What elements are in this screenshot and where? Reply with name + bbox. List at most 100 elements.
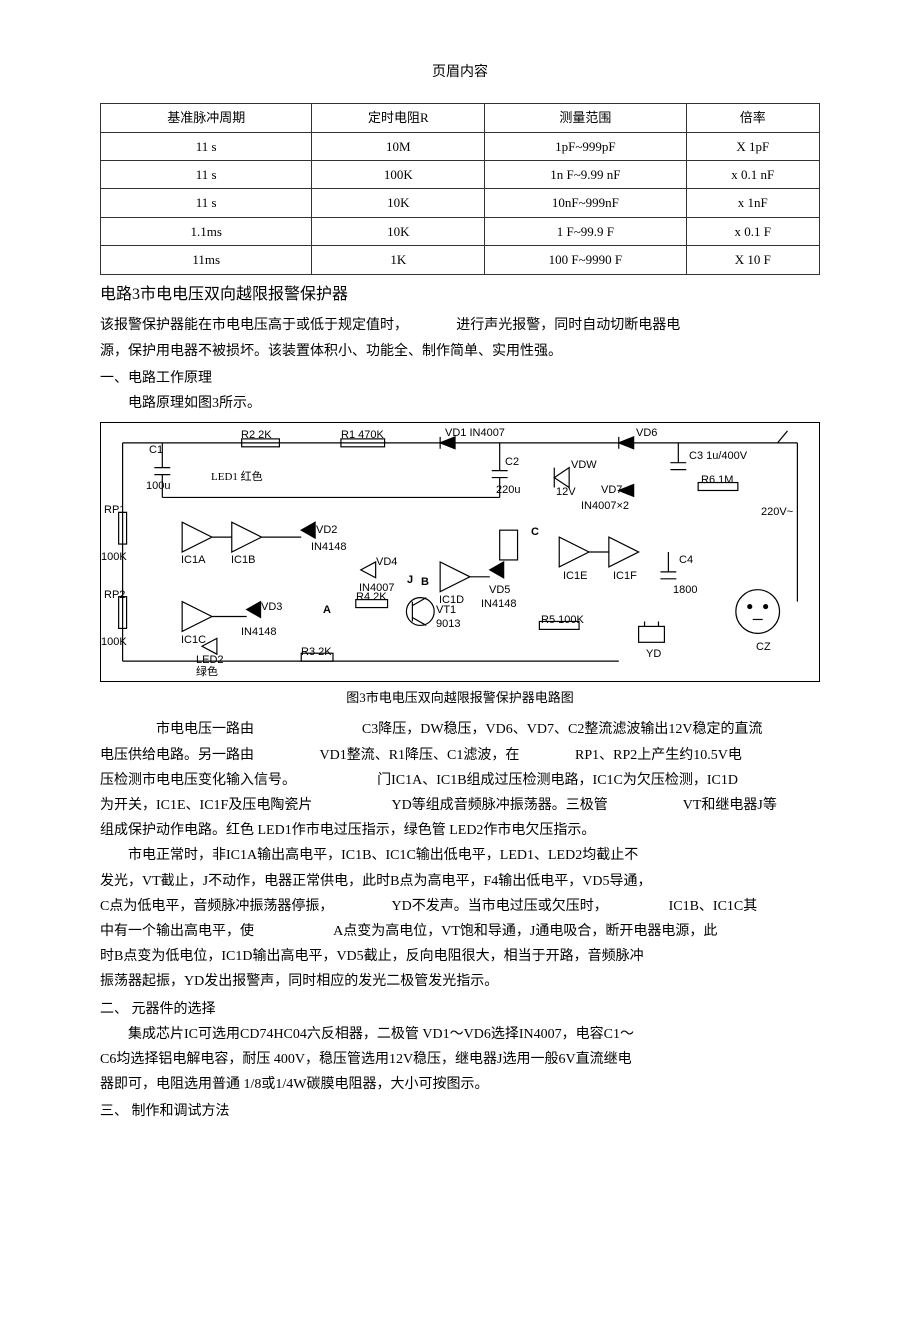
body-p3: 压检测市电电压变化输入信号。 门IC1A、IC1B组成过压检测电路，IC1C为欠… <box>100 768 820 793</box>
lbl-vd4: VD4 <box>376 553 397 573</box>
lbl-J: J <box>407 571 413 591</box>
lbl-c4v: 1800 <box>673 581 697 601</box>
lbl-vd6: VD6 <box>636 424 657 444</box>
table-cell: x 0.1 F <box>686 217 819 245</box>
p4a: 为开关，IC1E、IC1F及压电陶瓷片 <box>100 793 388 818</box>
lbl-in4148a: IN4148 <box>311 538 346 558</box>
lbl-220v: 220V~ <box>761 503 793 523</box>
lbl-ic1b: IC1B <box>231 551 255 571</box>
table-cell: 10K <box>312 217 485 245</box>
table-row: 11ms1K100 F~9990 FX 10 F <box>101 246 820 274</box>
p2b: VD1整流、R1降压、C1滤波，在 <box>320 743 572 768</box>
section1-heading: 一、电路工作原理 <box>100 366 820 391</box>
table-cell: 11ms <box>101 246 312 274</box>
lbl-ic1a: IC1A <box>181 551 205 571</box>
intro-l1a: 该报警保护器能在市电电压高于或低于规定值时， <box>100 313 453 338</box>
lbl-ic1f: IC1F <box>613 567 637 587</box>
body-p1: 市电电压一路由 C3降压，DW稳压，VD6、VD7、C2整流滤波输出12V稳定的… <box>100 717 820 742</box>
section2-heading: 二、 元器件的选择 <box>100 997 820 1022</box>
table-cell: 100 F~9990 F <box>485 246 686 274</box>
table-cell: 10nF~999nF <box>485 189 686 217</box>
section3-heading: 三、 制作和调试方法 <box>100 1099 820 1124</box>
lbl-c1: C1 <box>149 441 163 461</box>
section2-p2: C6均选择铝电解电容，耐压 400V，稳压管选用12V稳压，继电器J选用一般6V… <box>100 1047 820 1072</box>
p8c: IC1B、IC1C其 <box>669 899 758 914</box>
body-p8: C点为低电平，音频脉冲振荡器停振， YD不发声。当市电过压或欠压时， IC1B、… <box>100 894 820 919</box>
lbl-cz: CZ <box>756 638 771 658</box>
lbl-rp2: RP2 <box>104 586 125 606</box>
lbl-in4148b: IN4148 <box>481 595 516 615</box>
lbl-C: C <box>531 523 539 543</box>
body-p10: 时B点变为低电位，IC1D输出高电平，VD5截止，反向电阻很大，相当于开路，音频… <box>100 944 820 969</box>
lbl-c4: C4 <box>679 551 693 571</box>
table-cell: 10M <box>312 132 485 160</box>
table-row: 11 s10K10nF~999nFx 1nF <box>101 189 820 217</box>
table-cell: 11 s <box>101 132 312 160</box>
lbl-led1: LED1 红色 <box>211 468 263 488</box>
table-row: 11 s10M1pF~999pFX 1pF <box>101 132 820 160</box>
lbl-yd: YD <box>646 645 661 665</box>
p4c: VT和继电器J等 <box>683 798 777 813</box>
body-p2: 电压供给电路。另一路由 VD1整流、R1降压、C1滤波，在 RP1、RP2上产生… <box>100 743 820 768</box>
body-p5: 组成保护动作电路。红色 LED1作市电过压指示，绿色管 LED2作市电欠压指示。 <box>100 818 820 843</box>
p1b: C3降压，DW稳压，VD6、VD7、C2整流滤波输出12V稳定的直流 <box>362 722 763 737</box>
p8a: C点为低电平，音频脉冲振荡器停振， <box>100 894 388 919</box>
p8b: YD不发声。当市电过压或欠压时， <box>392 894 666 919</box>
diagram-caption: 图3市电电压双向越限报警保护器电路图 <box>100 686 820 709</box>
body-p11: 振荡器起振，YD发出报警声，同时相应的发光二极管发光指示。 <box>100 969 820 994</box>
p2c: RP1、RP2上产生约10.5V电 <box>575 748 742 763</box>
reference-table: 基准脉冲周期 定时电阻R 测量范围 倍率 11 s10M1pF~999pFX 1… <box>100 103 820 274</box>
intro-l1b: 进行声光报警，同时自动切断电器电 <box>456 318 680 333</box>
table-row: 1.1ms10K1 F~99.9 Fx 0.1 F <box>101 217 820 245</box>
page-header: 页眉内容 <box>100 60 820 85</box>
section2-p3: 器即可，电阻选用普通 1/8或1/4W碳膜电阻器，大小可按图示。 <box>100 1072 820 1097</box>
table-cell: 11 s <box>101 189 312 217</box>
lbl-B: B <box>421 573 429 593</box>
circuit-diagram: C1 100u R2 2K R1 470K VD1 IN4007 VD6 C2 … <box>100 422 820 682</box>
lbl-A: A <box>323 601 331 621</box>
body-p4: 为开关，IC1E、IC1F及压电陶瓷片 YD等组成音频脉冲振荡器。三极管 VT和… <box>100 793 820 818</box>
table-cell: x 1nF <box>686 189 819 217</box>
lbl-c2v: 220u <box>496 481 520 501</box>
lbl-c3: C3 1u/400V <box>689 447 747 467</box>
table-cell: 1pF~999pF <box>485 132 686 160</box>
col-multiplier: 倍率 <box>686 104 819 132</box>
lbl-ic1c: IC1C <box>181 631 206 651</box>
table-row: 11 s100K1n F~9.99 nFx 0.1 nF <box>101 160 820 188</box>
lbl-c1v: 100u <box>146 477 170 497</box>
lbl-c2: C2 <box>505 453 519 473</box>
section1-p1: 电路原理如图3所示。 <box>100 391 820 416</box>
lbl-rp1: RP1 <box>104 501 125 521</box>
p9b: A点变为高电位，VT饱和导通，J通电吸合，断开电器电源，此 <box>333 924 717 939</box>
lbl-r1: R1 470K <box>341 426 384 446</box>
lbl-r5: R5 100K <box>541 611 584 631</box>
p1a: 市电电压一路由 <box>128 717 358 742</box>
lbl-vd1: VD1 IN4007 <box>445 424 505 444</box>
lbl-vdw12: 12V <box>556 483 576 503</box>
p9a: 中有一个输出高电平，使 <box>100 919 330 944</box>
section2-p1: 集成芯片IC可选用CD74HC04六反相器，二极管 VD1～VD6选择IN400… <box>100 1022 820 1047</box>
lbl-in4148c: IN4148 <box>241 623 276 643</box>
table-cell: 11 s <box>101 160 312 188</box>
lbl-rp1v: 100K <box>101 548 127 568</box>
lbl-r3: R3 2K <box>301 643 332 663</box>
body-p9: 中有一个输出高电平，使 A点变为高电位，VT饱和导通，J通电吸合，断开电器电源，… <box>100 919 820 944</box>
lbl-vdw: VDW <box>571 456 597 476</box>
table-cell: x 0.1 nF <box>686 160 819 188</box>
col-range: 测量范围 <box>485 104 686 132</box>
table-cell: 1 F~99.9 F <box>485 217 686 245</box>
p3a: 压检测市电电压变化输入信号。 <box>100 768 374 793</box>
p4b: YD等组成音频脉冲振荡器。三极管 <box>392 793 680 818</box>
intro-p1: 该报警保护器能在市电电压高于或低于规定值时， 进行声光报警，同时自动切断电器电 <box>100 313 820 338</box>
col-resistor: 定时电阻R <box>312 104 485 132</box>
body-p6: 市电正常时，非IC1A输出高电平，IC1B、IC1C输出低电平，LED1、LED… <box>100 843 820 868</box>
intro-p2: 源，保护用电器不被损坏。该装置体积小、功能全、制作简单、实用性强。 <box>100 339 820 364</box>
lbl-r2: R2 2K <box>241 426 272 446</box>
table-cell: X 10 F <box>686 246 819 274</box>
table-cell: X 1pF <box>686 132 819 160</box>
body-p7: 发光，VT截止，J不动作，电器正常供电，此时B点为高电平，F4输出低电平，VD5… <box>100 869 820 894</box>
table-cell: 1n F~9.99 nF <box>485 160 686 188</box>
circuit-title: 电路3市电电压双向越限报警保护器 <box>100 281 820 310</box>
lbl-vd3: VD3 <box>261 598 282 618</box>
p2a: 电压供给电路。另一路由 <box>100 743 316 768</box>
